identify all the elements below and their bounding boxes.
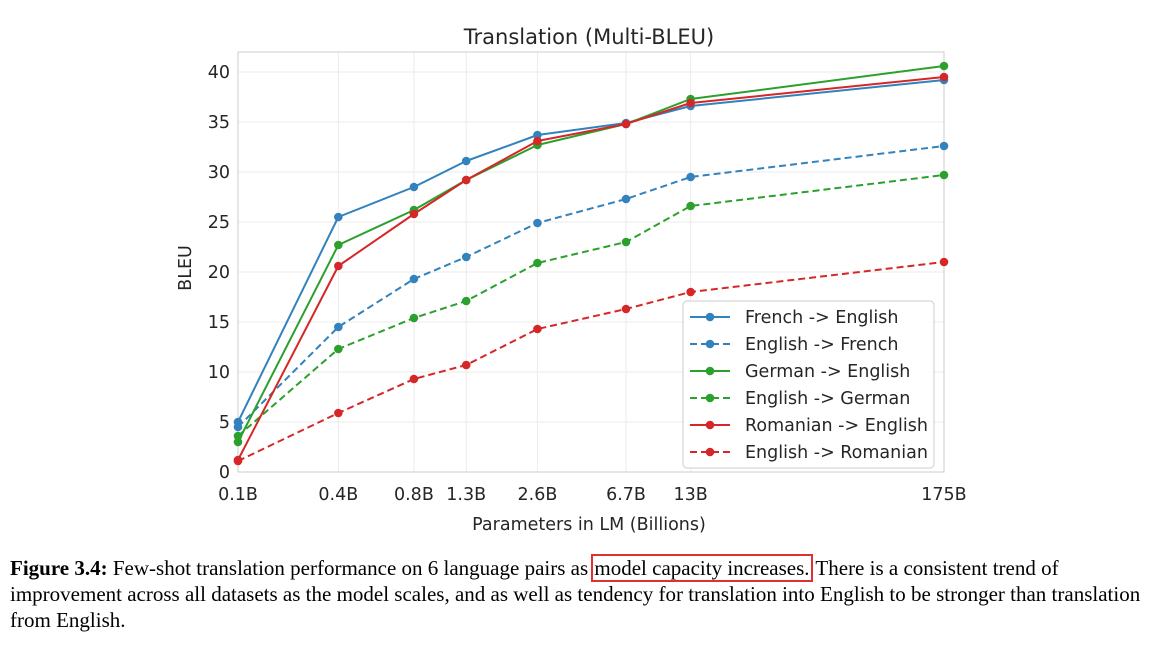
legend-marker [705,312,715,322]
series-5 [233,257,949,466]
series-line [237,261,945,462]
legend-item: English -> Romanian [690,443,928,463]
legend-marker [705,366,715,376]
data-point [461,252,471,262]
x-axis: 0.1B 0.4B 0.8B 1.3B 2.6B 6.7B 13B 175B [218,485,967,505]
x-tick-label: 175B [921,485,966,505]
chart-title: Translation (Multi-BLEU) [463,25,714,49]
x-axis-label: Parameters in LM (Billions) [472,515,706,535]
x-tick-label: 1.3B [446,485,486,505]
y-tick-label: 20 [208,263,230,283]
legend-label: French -> English [745,308,898,328]
legend-marker [705,420,715,430]
legend-item: Romanian -> English [690,416,928,436]
data-point [233,456,243,466]
legend-label: English -> German [745,389,910,409]
data-point [334,261,343,271]
data-point [533,258,542,268]
x-tick-label: 0.8B [394,485,434,505]
data-point [409,209,419,219]
legend-item: French -> English [690,308,898,328]
data-point [461,296,471,306]
data-point [621,237,631,247]
data-point [409,374,419,384]
y-tick-label: 0 [219,463,230,483]
x-tick-label: 0.4B [318,485,358,505]
legend-item: German -> English [690,362,910,382]
series-line [237,76,945,461]
data-point [334,240,343,250]
data-point [409,274,419,284]
y-axis: 0 5 10 15 20 25 30 35 40 [208,63,230,483]
data-point [939,257,949,267]
legend-box [682,300,935,469]
legend-label: Romanian -> English [745,416,928,436]
series-line [237,65,945,443]
series-group [233,61,949,466]
series-3 [233,170,949,441]
data-point [334,408,343,418]
data-point [233,422,243,432]
caption-text-after: There is a consistent trend of improveme… [10,556,1141,632]
data-point [533,136,542,146]
y-tick-label: 30 [208,163,230,183]
series-1 [233,141,949,432]
data-point [461,360,471,370]
legend-label: German -> English [745,362,910,382]
legend-marker [705,447,715,457]
chart: 0 5 10 15 20 25 30 35 40 0.1B 0.4B 0.8B 1.3B 2.6B 6.7… [176,25,967,535]
series-line [237,79,945,423]
data-point [686,201,695,211]
data-point [334,212,343,222]
data-point [334,322,343,332]
y-axis-label: BLEU [176,245,196,291]
data-point [621,194,631,204]
x-tick-label: 2.6B [518,485,558,505]
data-point [461,175,471,185]
data-point [533,218,542,228]
legend-marker [705,393,715,403]
data-point [621,304,631,314]
legend-item: English -> French [690,335,898,355]
data-point [409,313,419,323]
data-point [686,172,695,182]
legend-label: English -> Romanian [745,443,928,463]
x-tick-label: 0.1B [218,485,258,505]
caption-highlight: model capacity increases. [591,554,813,582]
caption-text-before: Few-shot translation performance on 6 la… [107,556,594,580]
y-tick-label: 40 [208,63,230,83]
data-point [533,130,542,140]
x-tick-label: 6.7B [606,485,646,505]
data-point [686,98,695,108]
figure-caption: Figure 3.4: Few-shot translation perform… [10,554,1150,633]
y-tick-label: 35 [208,113,230,133]
data-point [939,170,949,180]
legend-marker [705,339,715,349]
series-line [237,174,945,437]
legend: French -> English English -> French German… [682,300,935,469]
data-point [686,287,695,297]
legend-item: English -> German [690,389,910,409]
y-tick-label: 5 [219,413,230,433]
data-point [621,119,631,129]
y-tick-label: 10 [208,363,230,383]
legend-label: English -> French [745,335,898,355]
data-point [939,141,949,151]
y-tick-label: 15 [208,313,230,333]
data-point [533,324,542,334]
data-point [233,437,243,447]
y-tick-label: 25 [208,213,230,233]
series-line [237,145,945,428]
data-point [409,182,419,192]
data-point [939,61,949,71]
data-point [233,431,243,441]
x-tick-label: 13B [673,485,707,505]
data-point [939,72,949,82]
data-point [334,344,343,354]
data-point [461,156,471,166]
caption-label: Figure 3.4: [10,556,108,580]
